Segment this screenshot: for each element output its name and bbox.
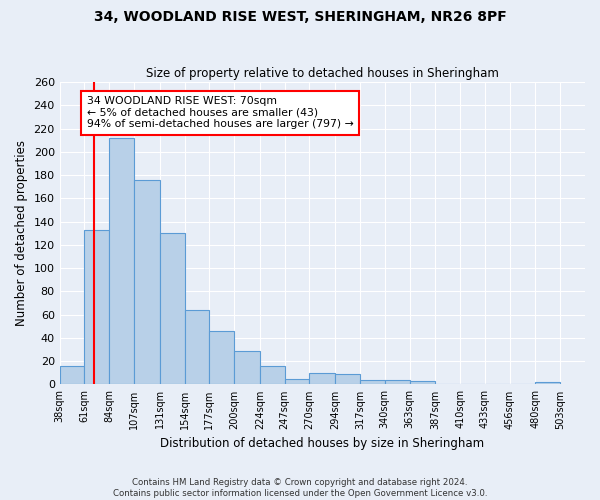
Bar [185, 310, 209, 384]
Bar [85, 230, 109, 384]
Title: Size of property relative to detached houses in Sheringham: Size of property relative to detached ho… [146, 66, 499, 80]
Bar [209, 331, 234, 384]
Bar [160, 233, 185, 384]
Bar [360, 380, 385, 384]
Bar [284, 378, 310, 384]
Y-axis label: Number of detached properties: Number of detached properties [15, 140, 28, 326]
Bar [310, 373, 335, 384]
Text: Contains HM Land Registry data © Crown copyright and database right 2024.
Contai: Contains HM Land Registry data © Crown c… [113, 478, 487, 498]
Bar [260, 366, 284, 384]
Bar [109, 138, 134, 384]
Bar [234, 350, 260, 384]
Text: 34, WOODLAND RISE WEST, SHERINGHAM, NR26 8PF: 34, WOODLAND RISE WEST, SHERINGHAM, NR26… [94, 10, 506, 24]
Bar [59, 366, 85, 384]
Text: 34 WOODLAND RISE WEST: 70sqm
← 5% of detached houses are smaller (43)
94% of sem: 34 WOODLAND RISE WEST: 70sqm ← 5% of det… [86, 96, 353, 129]
Bar [535, 382, 560, 384]
Bar [134, 180, 160, 384]
X-axis label: Distribution of detached houses by size in Sheringham: Distribution of detached houses by size … [160, 437, 484, 450]
Bar [335, 374, 360, 384]
Bar [410, 381, 436, 384]
Bar [385, 380, 410, 384]
